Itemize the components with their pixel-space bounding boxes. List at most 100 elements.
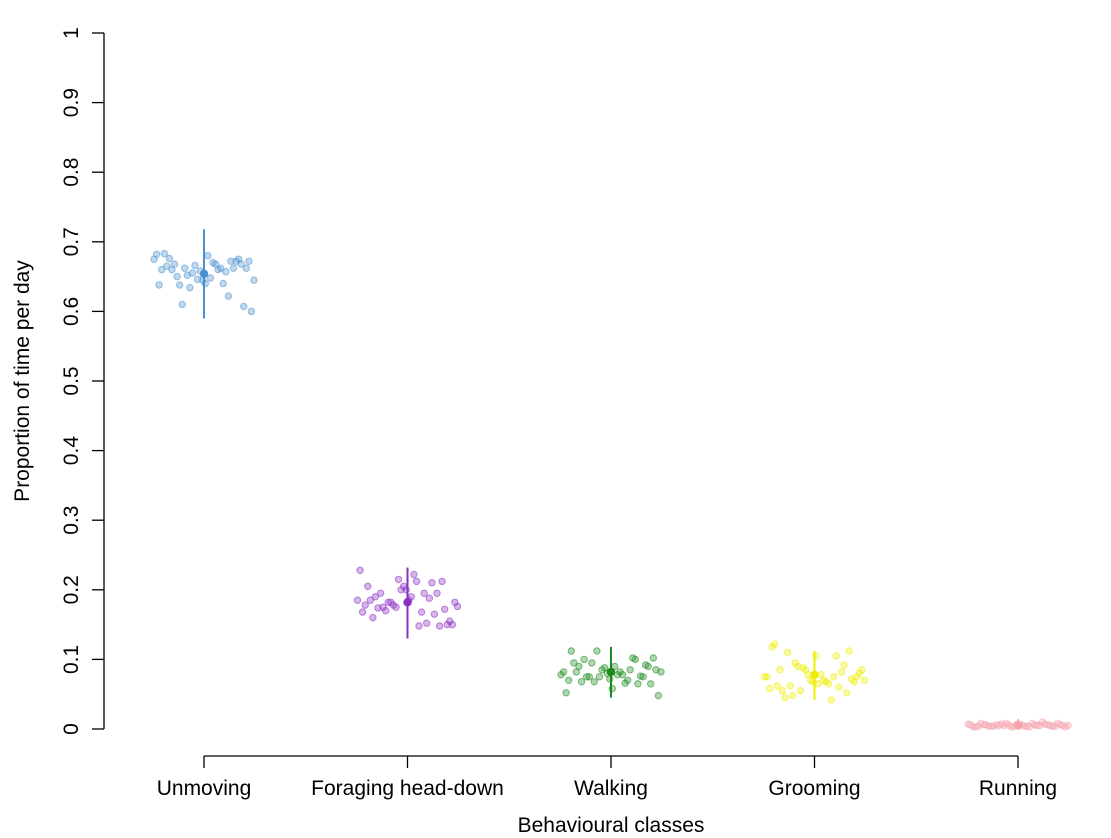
data-point <box>773 682 781 690</box>
series-unmoving <box>150 229 258 319</box>
data-point <box>191 261 199 270</box>
data-point <box>997 720 1005 728</box>
data-point <box>181 264 189 272</box>
data-point <box>410 570 418 579</box>
data-point <box>188 269 197 277</box>
data-point <box>245 257 253 265</box>
data-point <box>796 687 805 695</box>
data-point <box>371 593 380 601</box>
data-point <box>763 673 771 681</box>
data-point <box>649 654 657 662</box>
data-point <box>786 682 794 690</box>
data-point <box>193 275 202 284</box>
data-point <box>634 680 642 688</box>
data-point <box>557 671 565 679</box>
x-tick-label: Running <box>979 777 1057 800</box>
data-point <box>588 659 596 667</box>
mean-point <box>810 670 819 679</box>
data-point <box>356 566 364 574</box>
data-point <box>776 666 784 674</box>
x-tick-label: Grooming <box>768 777 860 800</box>
data-point <box>425 594 433 602</box>
data-point <box>361 601 369 609</box>
series-group <box>150 229 1072 731</box>
x-tick-label: Foraging head-down <box>311 777 504 800</box>
y-tick-label: 0 <box>60 723 83 735</box>
data-point <box>165 254 174 263</box>
data-point <box>412 577 421 586</box>
axes: 0 0.1 0.2 0.3 0.4 0.5 0.6 0.7 0.8 0.9 1 Unmoving Fo… <box>60 27 1057 800</box>
data-point <box>1005 721 1013 730</box>
y-tick-label: 1 <box>60 27 83 39</box>
data-point <box>451 598 459 606</box>
data-point <box>186 284 194 292</box>
data-point <box>222 268 230 276</box>
series-foraging-head-down <box>353 566 462 639</box>
data-point <box>778 687 787 695</box>
data-point <box>224 292 233 300</box>
data-point <box>1051 722 1059 730</box>
x-axis-title: Behavioural classes <box>518 814 705 837</box>
data-point <box>565 676 573 684</box>
data-point <box>173 272 181 281</box>
data-point <box>364 582 372 590</box>
x-tick-label: Unmoving <box>157 777 252 800</box>
data-point <box>379 603 387 611</box>
data-point <box>234 255 243 263</box>
data-point <box>845 647 853 655</box>
data-point <box>827 696 835 704</box>
data-point <box>417 608 426 616</box>
y-tick-label: 0.3 <box>60 506 83 535</box>
data-point <box>433 589 441 597</box>
series-grooming <box>760 640 869 704</box>
data-point <box>595 673 604 681</box>
data-point <box>989 722 998 730</box>
data-point <box>204 252 212 260</box>
data-point <box>438 577 446 586</box>
data-point <box>783 648 792 657</box>
data-point <box>618 671 627 679</box>
data-point <box>366 596 374 604</box>
data-point <box>837 668 846 676</box>
data-point <box>160 249 169 258</box>
data-point <box>652 666 660 674</box>
mean-point <box>199 269 209 279</box>
data-point <box>175 281 184 289</box>
data-point <box>840 661 848 669</box>
data-point <box>155 281 163 289</box>
data-point <box>420 589 428 597</box>
data-point <box>572 668 581 676</box>
data-point <box>647 680 655 688</box>
data-point <box>585 673 593 681</box>
data-point <box>1043 721 1052 729</box>
data-point <box>247 307 256 316</box>
data-point <box>353 596 362 604</box>
data-point <box>794 662 802 671</box>
data-point <box>430 610 439 618</box>
data-point <box>644 662 652 671</box>
data-point <box>250 276 258 284</box>
y-tick-label: 0.8 <box>60 158 83 187</box>
data-point <box>853 673 861 681</box>
data-point <box>567 647 575 655</box>
data-point <box>448 620 457 629</box>
data-point <box>582 673 591 681</box>
mean-point <box>606 667 616 677</box>
y-tick-label: 0.9 <box>60 88 83 117</box>
data-point <box>358 608 367 616</box>
y-tick-label: 0.6 <box>60 297 83 326</box>
data-point <box>389 601 398 609</box>
mean-point <box>1013 721 1023 730</box>
data-point <box>626 666 634 674</box>
y-tick-label: 0.5 <box>60 366 83 395</box>
series-walking <box>557 646 665 700</box>
y-ticks: 0 0.1 0.2 0.3 0.4 0.5 0.6 0.7 0.8 0.9 1 <box>60 27 104 735</box>
data-point <box>227 257 235 265</box>
data-point <box>621 679 629 687</box>
data-point <box>242 264 251 272</box>
data-point <box>229 264 238 272</box>
data-point <box>178 300 186 309</box>
data-point <box>206 274 215 282</box>
y-tick-label: 0.1 <box>60 645 83 674</box>
